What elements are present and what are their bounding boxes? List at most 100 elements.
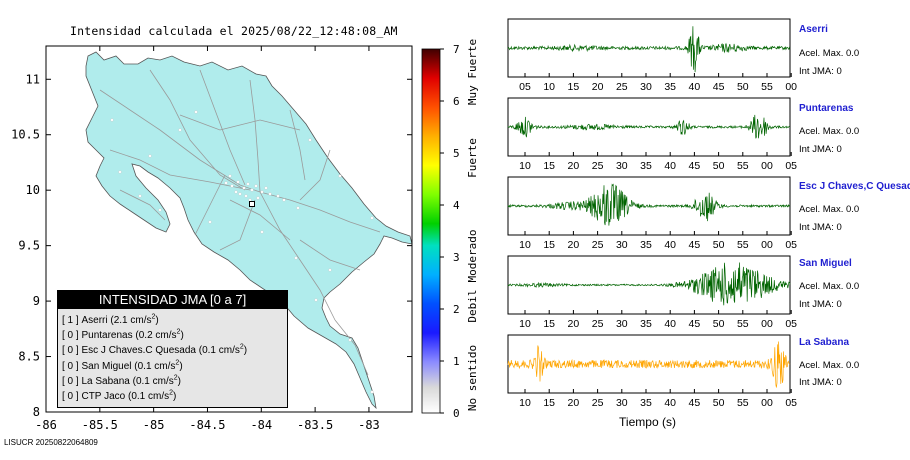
- map-y-tick-label: 8.5: [18, 350, 40, 364]
- colorbar-ticks: 0 1 2 3 4 5 6 7: [440, 43, 460, 420]
- legend-item-level: [ 0 ]: [62, 390, 79, 402]
- colorbar-tick-label: 1: [453, 355, 460, 368]
- waveform-tick-label: 55: [761, 81, 773, 93]
- colorbar: 0 1 2 3 4 5 6 7 No sentido Debil Moderado Fuerte Mu…: [421, 39, 479, 420]
- colorbar-tick-label: 4: [453, 199, 460, 212]
- waveform-tick-label: 05: [785, 160, 797, 172]
- legend-item: [ 0 ] CTP Jaco (0.1 cm/s2): [62, 389, 177, 402]
- legend-item-level: [ 0 ]: [62, 360, 79, 372]
- station-jma: Int JMA: 0: [799, 222, 842, 233]
- map-x-tick-label: -84: [250, 418, 272, 432]
- waveform-trace: [507, 341, 791, 388]
- legend-list: [ 1 ] Aserri (2.1 cm/s2) [ 0 ] Puntarena…: [58, 309, 287, 404]
- waveform-tick-label: 35: [640, 397, 652, 409]
- map-x-tick-label: -85: [143, 418, 165, 432]
- waveform-tick-label: 50: [713, 239, 725, 251]
- waveform-tick-label: 15: [568, 81, 580, 93]
- waveform-tick-label: 50: [737, 81, 749, 93]
- legend-item-level: [ 0 ]: [62, 330, 79, 342]
- waveform-tick-label: 00: [785, 81, 797, 93]
- map-y-tick-label: 9.5: [18, 239, 40, 253]
- legend-item-level: [ 0 ]: [62, 375, 79, 387]
- waveform-tick-label: 15: [543, 160, 555, 172]
- time-axis-label: Tiempo (s): [619, 415, 676, 429]
- waveform-tick-label: 20: [592, 81, 604, 93]
- waveform-tick-label: 30: [616, 318, 628, 330]
- legend-item: [ 0 ] San Miguel (0.1 cm/s2): [62, 359, 183, 372]
- waveform-tick-label: 25: [592, 160, 604, 172]
- map-title: Intensidad calculada el 2025/08/22_12:48…: [70, 24, 398, 38]
- waveform-tick-label: 25: [616, 81, 628, 93]
- colorbar-category-label: Moderado: [466, 230, 479, 283]
- legend-item-name: La Sabana: [81, 375, 130, 387]
- waveform-tick-label: 50: [713, 397, 725, 409]
- waveform-tick-label: 45: [689, 397, 701, 409]
- waveform-tick-label: 55: [737, 318, 749, 330]
- legend-item: [ 1 ] Aserri (2.1 cm/s2): [62, 313, 159, 326]
- legend-item-value: (0.1 cm/s: [132, 375, 174, 387]
- waveform-tick-label: 20: [568, 239, 580, 251]
- waveform-tick-label: 35: [640, 318, 652, 330]
- waveform-tick-label: 40: [664, 160, 676, 172]
- waveform-panels: 05 10 15 20 25 30 35 40 45 50 55 00 10 15 20 25 30 35 40 45…: [507, 18, 797, 409]
- waveform-trace: [507, 26, 791, 73]
- station-jma: Int JMA: 0: [799, 377, 842, 388]
- waveform-tick-label: 05: [785, 318, 797, 330]
- legend-item-value: (2.1 cm/s: [110, 315, 152, 326]
- colorbar-tick-label: 3: [453, 251, 460, 264]
- map-y-tick-label: 10: [26, 183, 40, 197]
- legend-item-name: Esc J Chaves.C Quesada: [81, 345, 196, 357]
- footer-id: LISUCR 20250822064809: [4, 438, 98, 447]
- waveform-tick-label: 45: [689, 160, 701, 172]
- colorbar-categories: No sentido Debil Moderado Fuerte Muy Fuerte: [466, 39, 479, 411]
- waveform-tick-label: 00: [761, 160, 773, 172]
- waveform-tick-label: 05: [519, 81, 531, 93]
- legend-item-value: (0.1 cm/s: [198, 345, 240, 357]
- station-jma: Int JMA: 0: [799, 299, 842, 310]
- waveform-trace: [507, 183, 791, 226]
- colorbar-tick-label: 0: [453, 407, 460, 420]
- legend-item-name: San Miguel: [81, 360, 132, 372]
- colorbar-category-label: Fuerte: [466, 138, 479, 178]
- colorbar-tick-label: 7: [453, 43, 460, 56]
- map-x-tick-label: -83: [358, 418, 380, 432]
- intensity-legend: INTENSIDAD JMA [0 a 7] [ 1 ] Aserri (2.1…: [57, 290, 288, 408]
- station-acel: Acel. Max. 0.0: [799, 48, 860, 59]
- waveform-trace: [507, 114, 791, 139]
- station-name: Esc J Chaves,C Quesada: [799, 181, 910, 192]
- waveform-tick-label: 10: [543, 81, 555, 93]
- waveform-tick-label: 15: [543, 239, 555, 251]
- legend-item-name: Puntarenas: [81, 330, 133, 342]
- waveform-tick-label: 40: [689, 81, 701, 93]
- legend-item-name: CTP Jaco: [81, 390, 126, 402]
- colorbar-gradient: [421, 48, 441, 414]
- colorbar-category-label: Muy Fuerte: [466, 39, 479, 105]
- waveform-tick-label: 30: [640, 81, 652, 93]
- waveform-tick-label: 15: [543, 318, 555, 330]
- waveform-tick-label: 35: [664, 81, 676, 93]
- colorbar-category-label: No sentido: [466, 345, 479, 411]
- waveform-tick-label: 30: [616, 239, 628, 251]
- map-x-tick-label: -85.5: [82, 418, 118, 432]
- waveform-tick-label: 30: [616, 397, 628, 409]
- waveform-tick-label: 55: [737, 397, 749, 409]
- waveform-tick-label: 20: [568, 160, 580, 172]
- waveform-tick-label: 05: [785, 397, 797, 409]
- station-acel: Acel. Max. 0.0: [799, 126, 860, 137]
- legend-item: [ 0 ] Esc J Chaves.C Quesada (0.1 cm/s2): [62, 344, 248, 357]
- map-y-tick-label: 9: [33, 294, 40, 308]
- waveform-panel: 10 15 20 25 30 35 40 45 50 55 00 05: [507, 334, 797, 409]
- waveform-tick-label: 55: [737, 160, 749, 172]
- waveform-tick-label: 10: [519, 397, 531, 409]
- waveform-tick-label: 10: [519, 160, 531, 172]
- legend-item-value: (0.2 cm/s: [135, 330, 177, 342]
- map-x-tick-label: -86: [35, 418, 57, 432]
- waveform-panel: 10 15 20 25 30 35 40 45 50 55 00 05: [507, 97, 797, 172]
- station-jma: Int JMA: 0: [799, 66, 842, 77]
- colorbar-tick-label: 2: [453, 303, 460, 316]
- map-y-tick-label: 10.5: [11, 128, 40, 142]
- waveform-tick-label: 15: [543, 397, 555, 409]
- waveform-panel: 05 10 15 20 25 30 35 40 45 50 55 00: [507, 18, 797, 93]
- legend-item-name: Aserri: [81, 315, 108, 326]
